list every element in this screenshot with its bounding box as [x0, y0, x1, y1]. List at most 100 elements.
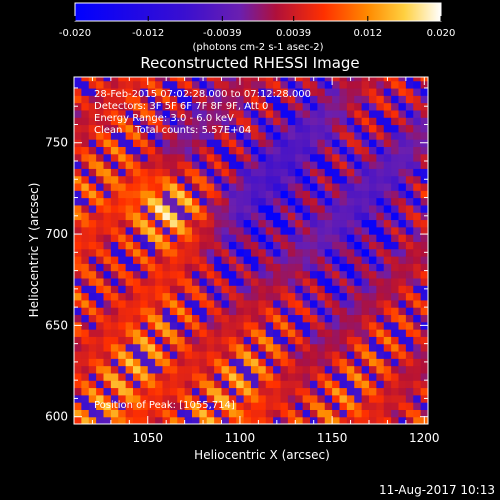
heatmap-cell — [81, 168, 90, 177]
heatmap-cell — [125, 153, 134, 162]
heatmap-cell — [339, 402, 348, 410]
heatmap-cell — [147, 365, 156, 374]
heatmap-cell — [214, 387, 223, 396]
heatmap-cell — [310, 329, 318, 337]
heatmap-cell — [332, 336, 341, 345]
heatmap-cell — [155, 161, 164, 169]
heatmap-cell — [214, 146, 223, 155]
heatmap-cell — [110, 277, 119, 286]
heatmap-cell — [339, 255, 348, 264]
heatmap-cell — [192, 109, 200, 118]
heatmap-cell — [125, 307, 134, 316]
heatmap-cell — [133, 329, 141, 337]
heatmap-cell — [376, 263, 385, 272]
heatmap-cell — [273, 402, 282, 410]
heatmap-cell — [214, 255, 223, 264]
heatmap-cell — [302, 277, 311, 286]
heatmap-cell — [184, 182, 193, 191]
heatmap-cell — [354, 350, 363, 359]
heatmap-cell — [169, 219, 178, 228]
heatmap-cell — [177, 226, 186, 235]
heatmap-cell — [214, 314, 223, 323]
heatmap-cell — [169, 95, 178, 104]
heatmap-cell — [391, 175, 400, 184]
heatmap-cell — [376, 182, 385, 191]
heatmap-cell — [413, 182, 422, 191]
heatmap-cell — [317, 124, 326, 133]
heatmap-cell — [324, 416, 333, 424]
heatmap-cell — [243, 109, 252, 118]
heatmap-cell — [110, 321, 119, 330]
heatmap-cell — [405, 299, 414, 308]
heatmap-cell — [251, 292, 259, 301]
heatmap-cell — [398, 277, 407, 286]
heatmap-cell — [169, 387, 178, 396]
heatmap-cell — [177, 234, 186, 242]
heatmap-cell — [74, 299, 82, 308]
heatmap-cell — [251, 263, 259, 272]
heatmap-cell — [376, 234, 385, 242]
heatmap-cell — [125, 321, 134, 330]
heatmap-cell — [192, 219, 200, 228]
heatmap-cell — [287, 87, 296, 96]
heatmap-cell — [236, 263, 245, 272]
heatmap-cell — [125, 350, 134, 359]
heatmap-cell — [251, 87, 259, 96]
heatmap-cell — [346, 226, 355, 235]
heatmap-cell — [147, 87, 156, 96]
heatmap-cell — [103, 402, 112, 410]
heatmap-cell — [214, 409, 223, 418]
heatmap-cell — [295, 80, 304, 89]
heatmap-cell — [391, 77, 400, 82]
heatmap-cell — [354, 109, 363, 118]
heatmap-cell — [361, 394, 370, 403]
heatmap-cell — [118, 219, 127, 228]
heatmap-cell — [383, 365, 392, 374]
heatmap-cell — [206, 87, 215, 96]
heatmap-cell — [339, 387, 348, 396]
heatmap-cell — [398, 95, 407, 104]
heatmap-cell — [265, 387, 274, 396]
heatmap-cell — [118, 350, 127, 359]
heatmap-cell — [88, 241, 97, 250]
heatmap-cell — [251, 380, 259, 389]
heatmap-cell — [391, 380, 400, 389]
heatmap-cell — [346, 314, 355, 323]
heatmap-cell — [206, 402, 215, 410]
heatmap-cell — [192, 87, 200, 96]
heatmap-cell — [133, 124, 141, 133]
heatmap-cell — [251, 365, 259, 374]
heatmap-cell — [214, 350, 223, 359]
heatmap-cell — [125, 402, 134, 410]
heatmap-cell — [361, 87, 370, 96]
heatmap-cell — [96, 80, 105, 89]
heatmap-cell — [361, 336, 370, 345]
heatmap-cell — [88, 219, 97, 228]
heatmap-cell — [81, 212, 90, 221]
heatmap-cell — [243, 365, 252, 374]
heatmap-cell — [74, 329, 82, 337]
heatmap-cell — [228, 226, 237, 235]
heatmap-cell — [420, 343, 428, 352]
heatmap-cell — [295, 270, 304, 279]
heatmap-cell — [162, 161, 171, 169]
heatmap-cell — [258, 358, 267, 367]
heatmap-cell — [199, 153, 208, 162]
heatmap-cell — [383, 204, 392, 213]
heatmap-cell — [199, 270, 208, 279]
heatmap-cell — [339, 314, 348, 323]
heatmap-cell — [420, 329, 428, 337]
heatmap-cell — [317, 285, 326, 294]
heatmap-cell — [361, 307, 370, 316]
heatmap-cell — [125, 241, 134, 250]
heatmap-cell — [332, 277, 341, 286]
heatmap-cell — [169, 226, 178, 235]
heatmap-cell — [214, 402, 223, 410]
heatmap-cell — [177, 146, 186, 155]
heatmap-cell — [346, 263, 355, 272]
heatmap-cell — [346, 307, 355, 316]
heatmap-cell — [177, 321, 186, 330]
heatmap-cell — [81, 343, 90, 352]
heatmap-cell — [96, 321, 105, 330]
heatmap-cell — [376, 277, 385, 286]
